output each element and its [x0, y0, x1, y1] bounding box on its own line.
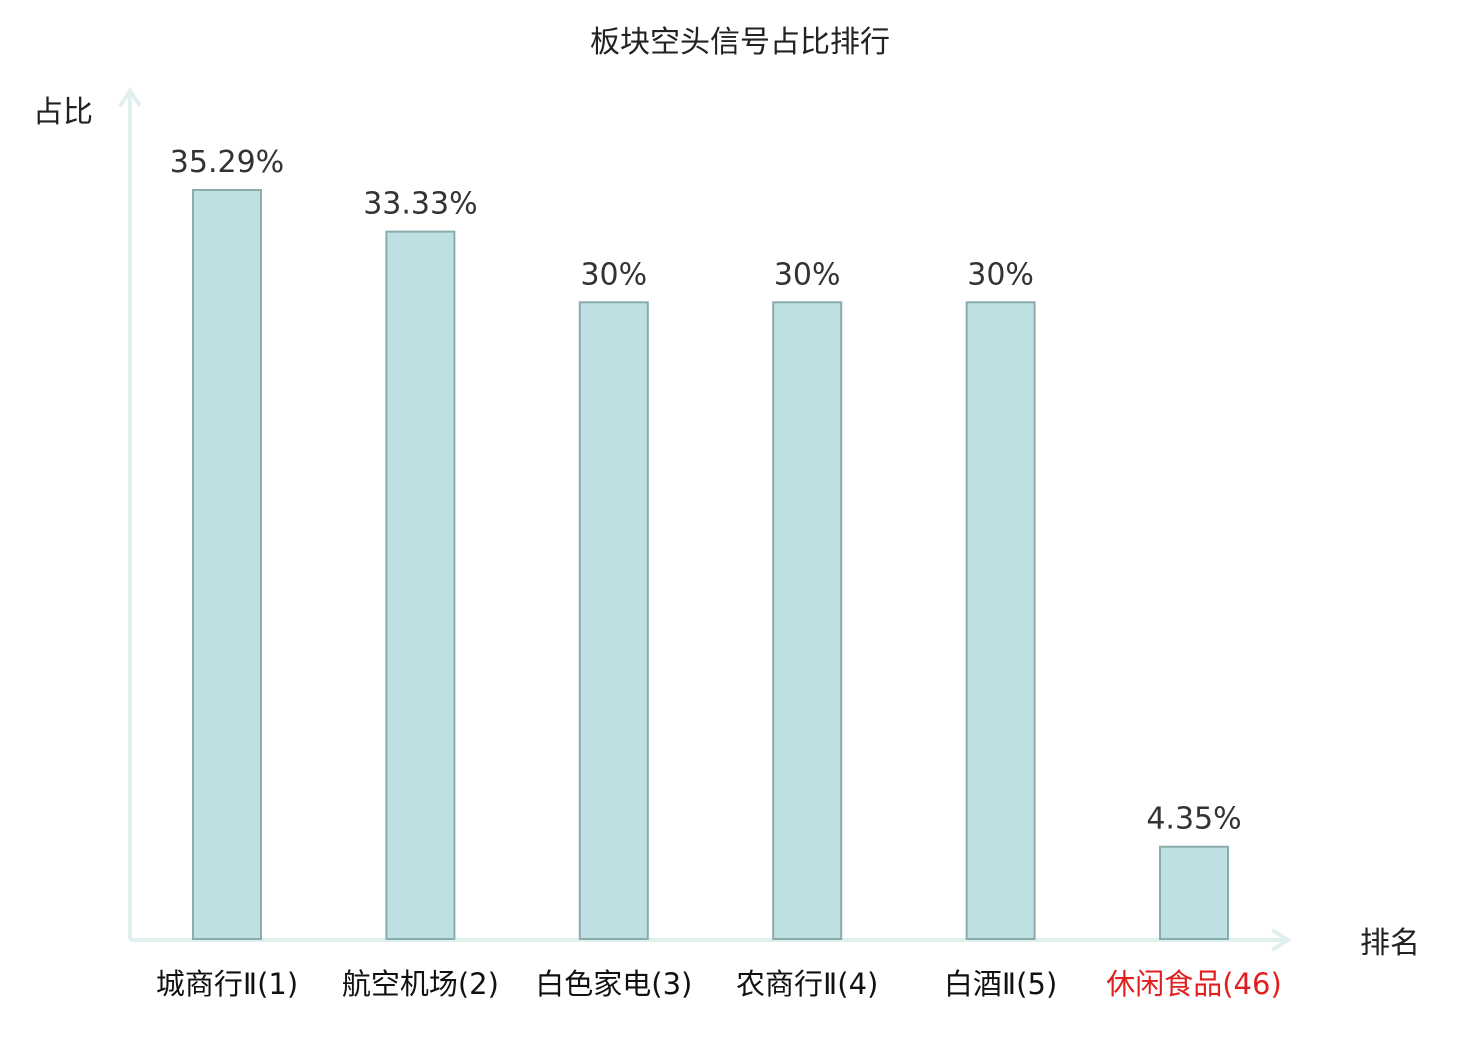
value-label-5: 30%	[967, 257, 1034, 292]
bar-6	[1159, 845, 1229, 941]
value-label-2: 33.33%	[363, 187, 477, 222]
bar-2	[385, 230, 456, 941]
value-label-4: 30%	[774, 257, 841, 292]
bar-5	[965, 301, 1036, 940]
x-axis-arrow	[1270, 928, 1292, 952]
value-label-1: 35.29%	[170, 145, 284, 180]
bar-4	[772, 301, 843, 940]
y-axis-label: 占比	[33, 95, 93, 130]
category-label-6: 休闲食品(46)	[1106, 967, 1282, 1001]
bar-3	[578, 301, 649, 940]
bar-1	[192, 189, 262, 940]
category-label-4: 农商行Ⅱ(4)	[736, 967, 878, 1001]
y-axis-arrow	[118, 87, 142, 108]
value-label-3: 30%	[580, 257, 647, 292]
category-labels-group: 城商行Ⅱ(1) 航空机场(2) 白色家电(3) 农商行Ⅱ(4) 白酒Ⅱ(5) 休闲食品(4…	[156, 967, 1282, 1001]
category-label-2: 航空机场(2)	[342, 967, 499, 1001]
value-labels-group: 35.29% 33.33% 30% 30% 30% 4.35%	[170, 145, 1242, 837]
category-label-3: 白色家电(3)	[535, 967, 692, 1001]
bars-group	[192, 189, 1229, 941]
value-label-6: 4.35%	[1146, 802, 1241, 837]
category-label-5: 白酒Ⅱ(5)	[944, 967, 1057, 1001]
axes	[118, 87, 1292, 952]
x-axis-label: 排名	[1360, 926, 1420, 961]
category-label-1: 城商行Ⅱ(1)	[156, 967, 298, 1001]
chart-title: 板块空头信号占比排行	[590, 25, 890, 60]
